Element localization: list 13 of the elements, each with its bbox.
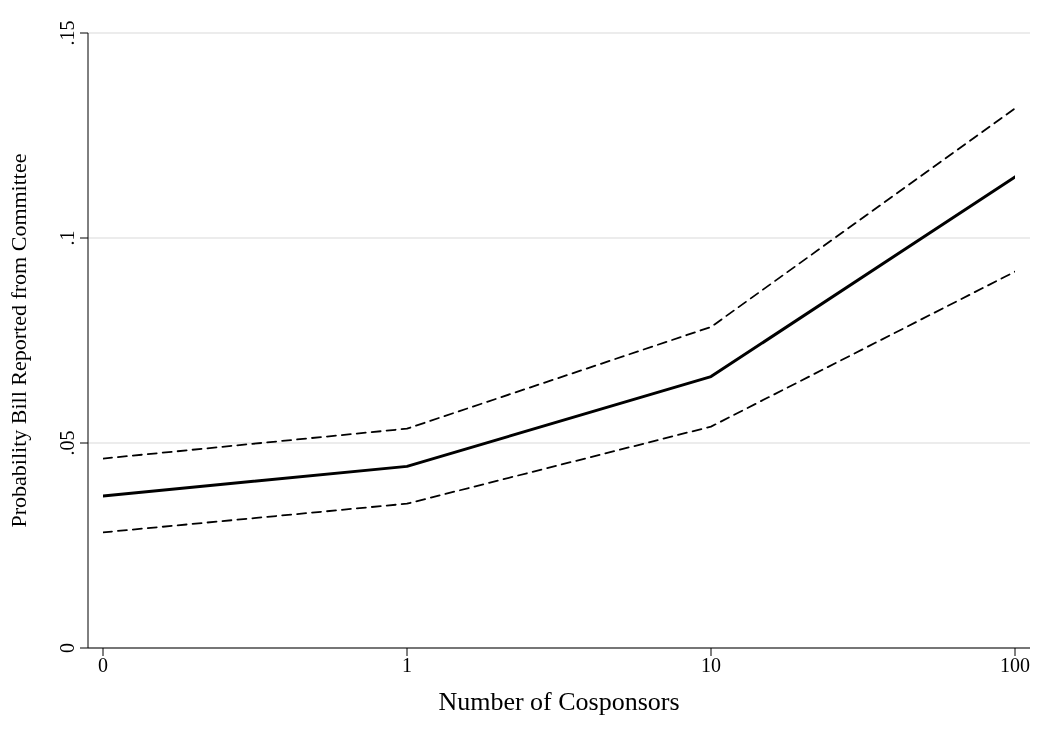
y-tick-label: .1: [56, 230, 78, 246]
x-tick-label: 0: [98, 654, 108, 677]
x-axis-title: Number of Cosponsors: [438, 687, 680, 716]
y-tick-label: .05: [56, 430, 78, 456]
x-tick-label: 10: [701, 654, 721, 677]
x-tick-label: 100: [1000, 654, 1030, 677]
y-axis-title: Probability Bill Reported from Committee: [5, 153, 31, 528]
x-tick-label: 1: [402, 654, 412, 677]
line-series: [103, 175, 1015, 498]
line-series: [103, 270, 1015, 534]
y-tick-label: 0: [56, 643, 78, 653]
line-series: [103, 107, 1015, 460]
y-tick-label: .15: [56, 20, 78, 46]
